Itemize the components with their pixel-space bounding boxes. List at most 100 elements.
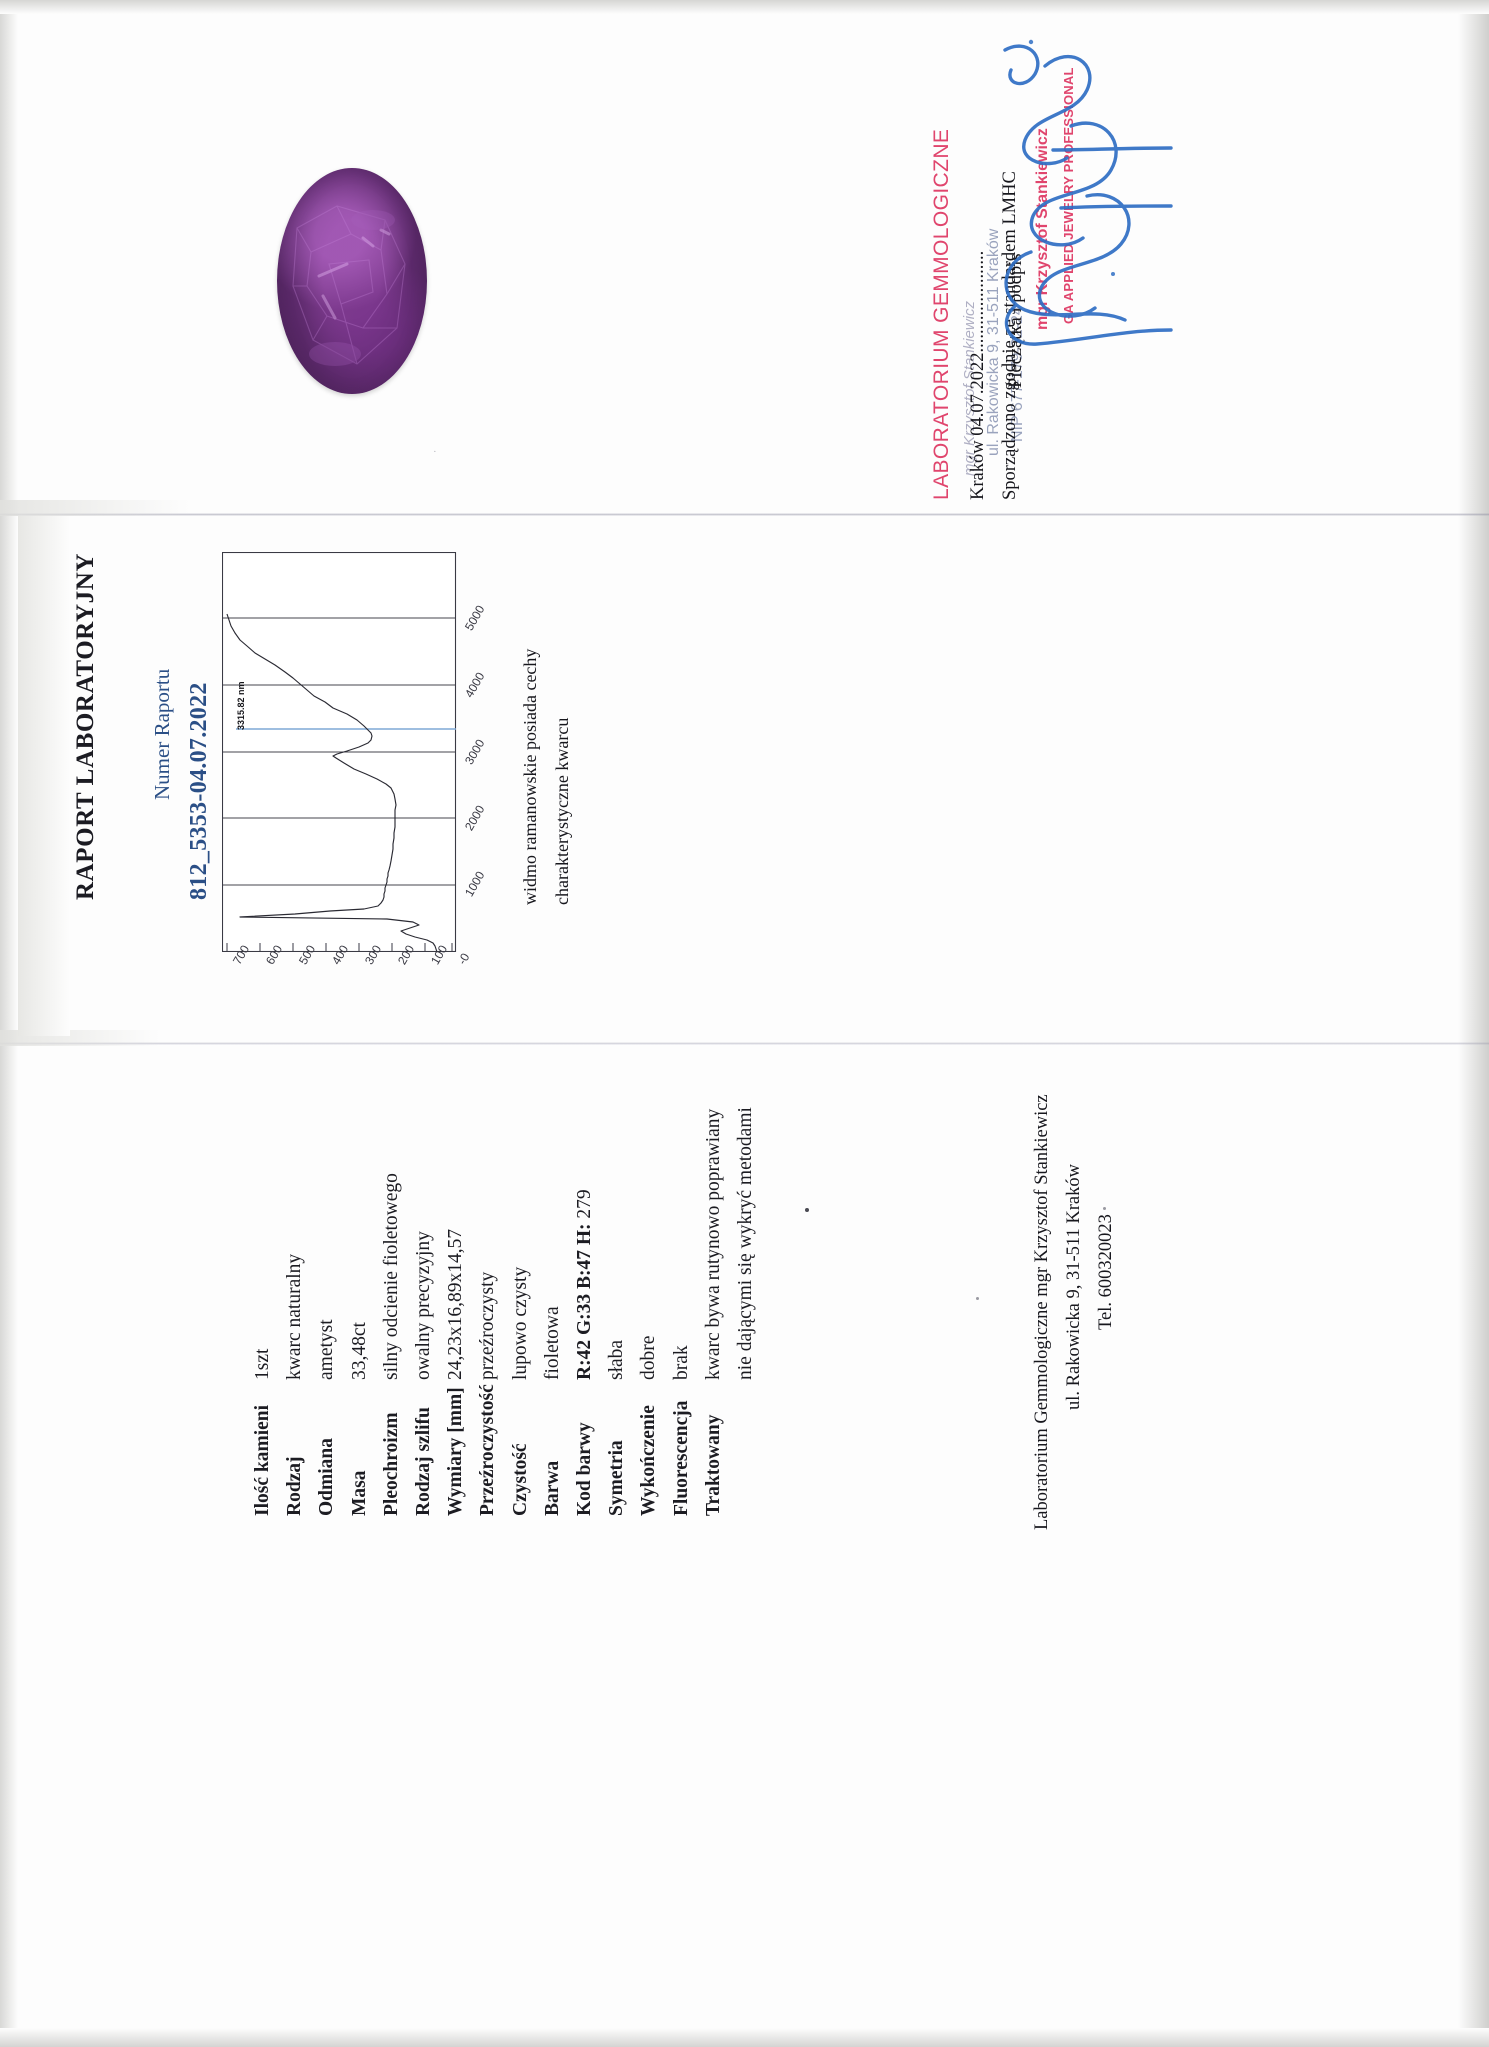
property-value-text: brak [670,1345,692,1380]
property-label-row-13: Fluorescencja [671,1400,693,1516]
property-label-text: Masa [348,1470,370,1517]
report-label-text: Numer Raportu [150,668,174,800]
stamp-lab-name: LABORATORIUM GEMMOLOGICZNE [930,128,953,500]
chart-caption-line2-text: charakterystyczne kwarcu [552,717,572,905]
property-value-row-4: silny odcienie fioletowego [381,1173,403,1380]
left-column-shadow [18,516,70,1036]
property-label-text: Kod barwy [574,1422,595,1516]
property-value-row-13: brak [671,1345,693,1380]
property-label-text: Symetria [606,1440,628,1516]
property-label-row-14: Traktowany [703,1415,725,1516]
footer-line-1: Laboratorium Gemmologiczne mgr Krzysztof… [1032,1094,1053,1530]
peak-annotation: 3315.82 nm [236,681,246,730]
footer-line-3: Tel. 600320023 [1096,1214,1117,1330]
property-value-row-2: ametyst [316,1319,338,1380]
property-value-text: 24,23x16,89x14,57 [445,1228,467,1380]
page-title: RAPORT LABORATORYJNY [72,553,100,900]
property-label-text: Wykończenie [638,1405,660,1516]
chart-caption-line2: charakterystyczne kwarcu [552,718,573,905]
scan-speck-4 [1103,1207,1106,1210]
property-label-row-11: Symetria [606,1440,628,1516]
property-label-text: Odmiana [316,1437,338,1516]
property-value-text: przeźroczysty [477,1271,499,1380]
page-title-text: RAPORT LABORATORYJNY [72,552,99,900]
property-label-row-3: Masa [349,1471,371,1517]
property-label-row-5: Rodzaj szlifu [413,1407,435,1516]
property-label-text: Rodzaj [284,1456,306,1516]
report-label: Numer Raportu [150,669,175,800]
stamp-ga-credential: GA APPLIED JEWELRY PROFESSIONAL [1061,67,1076,324]
property-label-text: Przeźroczystość [477,1384,499,1516]
signature-date-text: Kraków 04.07.2022...................... [968,250,988,500]
property-label-text: Traktowany [702,1414,724,1516]
property-value-row-0: 1szt [252,1349,274,1380]
property-label-row-7: Przeźroczystość [477,1384,499,1516]
property-value-row-3: 33,48ct [349,1322,371,1380]
property-value-row-1: kwarc naturalny [284,1254,306,1380]
property-value-row-12: dobre [638,1336,660,1380]
footer-line-3-text: Tel. 600320023 [1096,1214,1116,1330]
property-label-row-0: Ilość kamieni [252,1405,274,1516]
paper-top-edge [0,0,1489,14]
property-value-row-9: fioletowa [542,1306,564,1380]
property-label-row-4: Pleochroizm [381,1412,403,1516]
chart-caption-line1-text: widmo ramanowskie posiada cechy [520,648,540,905]
scan-speck-3 [976,1297,979,1300]
signature-date-line: Kraków 04.07.2022...................... [968,251,989,500]
raman-spectrum-chart: 700 600 500 400 300 200 100 -0 1000 2000… [222,552,487,967]
paper-left-edge [0,0,18,2047]
property-label-text: Ilość kamieni [252,1404,273,1516]
property-label-row-12: Wykończenie [638,1405,660,1516]
report-number-text: 812_5353-04.07.2022 [186,682,212,900]
ytick-0: -0 [455,950,473,967]
property-value-row-6: 24,23x16,89x14,57 [445,1229,467,1380]
fold-line-lower [0,1042,1489,1045]
property-value-text: fioletowa [541,1306,563,1380]
property-label-text: Pleochroizm [380,1412,402,1516]
property-value-text: kwarc bywa rutynowo poprawiany [702,1108,724,1380]
stamp-signer-name: mgr Krzysztof Stankiewicz [1034,128,1051,330]
fold-line-upper [0,513,1489,516]
property-label-row-8: Czystość [510,1443,532,1516]
raman-plot-svg [222,552,457,952]
property-value-row-15: nie dającymi się wykryć metodami [735,1107,757,1380]
footer-line-2: ul. Rakowicka 9, 31-511 Kraków [1064,1164,1085,1410]
property-value-text: lupowo czysty [509,1266,531,1380]
property-value-row-10: R:42 G:33 B:47 H: 279 [574,1189,596,1380]
property-label-row-1: Rodzaj [284,1456,306,1516]
property-value-text: R:42 G:33 B:47 H: 279 [574,1189,595,1380]
report-number: 812_5353-04.07.2022 [186,682,213,900]
property-label-text: Czystość [509,1443,531,1516]
property-label-text: Rodzaj szlifu [413,1407,434,1516]
property-label-row-2: Odmiana [316,1438,338,1516]
property-value-text: kwarc naturalny [284,1253,306,1380]
property-value-text: owalny precyzyjny [413,1231,434,1380]
paper-right-edge [1458,0,1489,2047]
gem-facets [292,205,406,366]
property-value-row-14: kwarc bywa rutynowo poprawiany [703,1109,725,1380]
gem-photo [277,168,427,394]
scan-speck-1: · [433,446,437,458]
footer-line-2-text: ul. Rakowicka 9, 31-511 Kraków [1064,1164,1084,1410]
property-value-text: słaba [606,1339,628,1380]
property-label-row-9: Barwa [542,1461,564,1516]
property-label-text: Barwa [541,1460,563,1516]
scan-speck-2 [805,1208,809,1212]
lab-stamp: LABORATORIUM GEMMOLOGICZNE mgr Krzysztof… [930,30,1130,500]
property-value-text: dobre [638,1335,660,1380]
property-label-row-6: Wymiary [mm] [445,1387,467,1516]
property-value-text: silny odcienie fioletowego [380,1173,402,1380]
standard-line-text: Sporządzono zgodnie ze standardem LMHC [1000,171,1020,500]
property-value-row-5: owalny precyzyjny [413,1231,435,1380]
property-value-text: 1szt [252,1348,273,1380]
fold-shadow-upper [0,500,190,516]
property-label-text: Fluorescencja [670,1400,692,1516]
property-value-row-7: przeźroczysty [477,1272,499,1380]
property-value-text: 33,48ct [348,1322,370,1380]
chart-caption-line1: widmo ramanowskie posiada cechy [520,649,541,905]
standard-line: Sporządzono zgodnie ze standardem LMHC [1000,171,1021,500]
property-label-text: Wymiary [mm] [445,1387,467,1516]
footer-line-1-text: Laboratorium Gemmologiczne mgr Krzysztof… [1032,1094,1052,1530]
property-label-row-10: Kod barwy [574,1422,596,1516]
property-value-row-11: słaba [606,1340,628,1380]
